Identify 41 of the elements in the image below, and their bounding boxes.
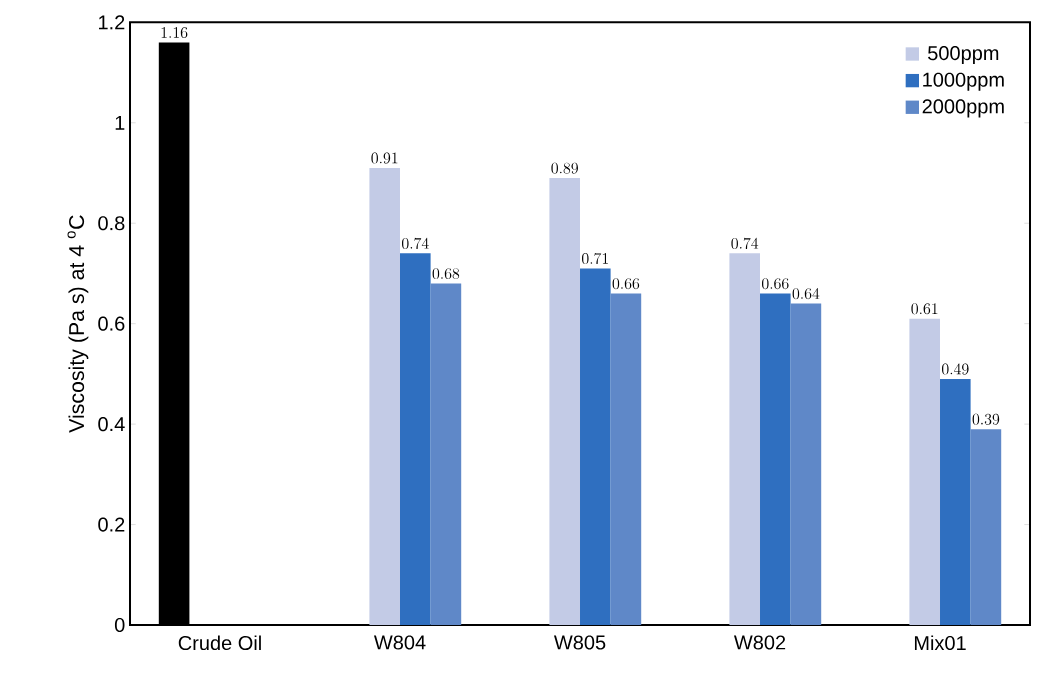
y-tick-label: 0.8	[98, 216, 125, 231]
data-label: 0.74	[402, 237, 429, 249]
y-tick-label: 1.2	[99, 15, 125, 30]
bar	[729, 253, 761, 625]
bar	[549, 178, 581, 625]
legend-label: 1000ppm	[923, 72, 1004, 91]
bar	[790, 303, 822, 625]
data-label: 1 . 16	[161, 27, 188, 39]
x-tick-label: W802	[733, 635, 786, 650]
bar	[970, 429, 1002, 625]
y-tick-label: 1	[115, 115, 125, 130]
bar	[400, 253, 431, 625]
legend-label: 2000ppm	[922, 99, 1004, 118]
bar	[760, 293, 791, 625]
x-tick-label: W804	[373, 635, 426, 650]
data-label: 0.49	[942, 363, 969, 375]
data-label: 0.39	[972, 413, 1000, 425]
data-label: 0.74	[731, 237, 759, 249]
bar	[369, 167, 400, 625]
legend-label: 500ppm	[928, 46, 999, 65]
x-tick-label: Crude Oil	[178, 635, 261, 651]
x-tick-label: W805	[553, 635, 606, 650]
bar	[940, 378, 971, 625]
bar	[610, 293, 642, 625]
y-tick-label: 0	[114, 617, 125, 633]
data-label: 0.71	[582, 252, 608, 265]
data-label: 0.89	[551, 162, 578, 174]
bar	[909, 318, 941, 625]
data-label: 0.64	[792, 288, 820, 300]
data-label: 0.61	[911, 303, 938, 315]
y-tick-label: 0.4	[98, 417, 125, 432]
y-tick-label: 0.6	[98, 316, 125, 331]
data-label: 0.91	[371, 152, 398, 164]
y-axis-title: Viscosity (Pa s) at 4 $^{o}$C	[67, 215, 89, 433]
y-tick-label: 0.2	[98, 517, 125, 532]
data-label: 0.66	[612, 278, 640, 290]
bar	[580, 268, 611, 625]
x-tick-label: Mix01	[914, 635, 966, 651]
data-label: 0.68	[432, 268, 460, 280]
data-label: 0.66	[762, 278, 789, 290]
bar	[430, 283, 462, 625]
